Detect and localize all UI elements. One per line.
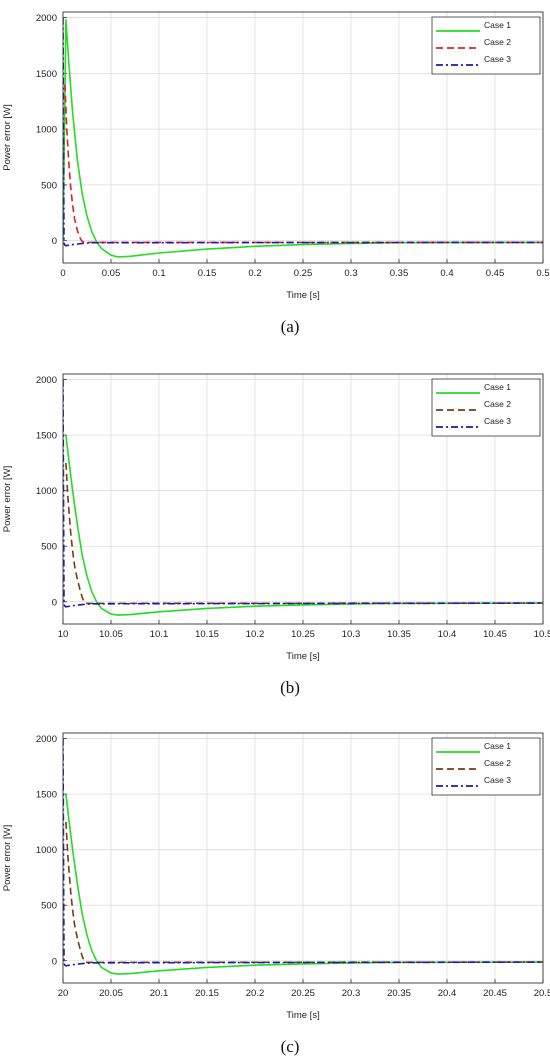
panel-caption: (b)	[280, 678, 300, 697]
y-tick-label: 1500	[36, 431, 57, 442]
series-line-case-1	[65, 794, 543, 975]
legend-label: Case 1	[484, 20, 511, 30]
x-tick-label: 10.3	[342, 629, 361, 640]
x-tick-label: 10.5	[534, 629, 550, 640]
x-tick-label: 10	[58, 629, 69, 640]
axes-frame	[62, 373, 544, 625]
x-tick-label: 20.5	[534, 988, 550, 999]
y-tick-label: 2000	[36, 13, 57, 24]
legend-label: Case 1	[484, 741, 511, 751]
y-tick-label: 500	[41, 180, 57, 191]
legend-box	[431, 737, 541, 796]
x-tick-label: 0.5	[536, 268, 549, 279]
y-axis-label: Power error [W]	[2, 104, 13, 171]
panel-caption: (c)	[281, 1037, 300, 1056]
x-tick-label: 10.45	[483, 629, 507, 640]
x-tick-label: 10.1	[150, 629, 169, 640]
y-tick-label: 1500	[36, 69, 57, 80]
x-tick-label: 0.4	[440, 268, 453, 279]
legend-label: Case 2	[484, 758, 511, 768]
series-line-case-3	[63, 17, 543, 247]
legend-label: Case 3	[484, 416, 511, 426]
x-tick-label: 10.35	[387, 629, 411, 640]
y-tick-label: 1500	[36, 790, 57, 801]
series-line-case-2	[65, 821, 543, 964]
panel-caption: (a)	[281, 317, 300, 336]
x-tick-label: 20.35	[387, 988, 411, 999]
x-tick-label: 20.15	[195, 988, 219, 999]
y-tick-label: 2000	[36, 375, 57, 386]
y-tick-label: 1000	[36, 845, 57, 856]
y-axis-label: Power error [W]	[2, 825, 13, 892]
legend-label: Case 3	[484, 54, 511, 64]
x-tick-label: 20.2	[246, 988, 265, 999]
x-axis-label: Time [s]	[286, 290, 319, 301]
x-tick-label: 0.15	[198, 268, 217, 279]
axes-frame	[62, 732, 544, 984]
series-line-case-2	[64, 84, 543, 244]
y-tick-label: 0	[52, 236, 57, 247]
y-tick-label: 1000	[36, 125, 57, 136]
x-tick-label: 0	[60, 268, 65, 279]
y-tick-label: 0	[52, 956, 57, 967]
x-tick-label: 20	[58, 988, 69, 999]
x-tick-label: 20.1	[150, 988, 169, 999]
legend-label: Case 2	[484, 37, 511, 47]
x-tick-label: 0.1	[152, 268, 165, 279]
series-line-case-3	[63, 379, 543, 608]
x-tick-label: 10.05	[99, 629, 123, 640]
legend-label: Case 1	[484, 382, 511, 392]
series-line-case-1	[65, 435, 543, 616]
chart-panel-2: 10 10.05 10.1 10.15 10.2 10.25 10.3 10.35 10.4 10…	[2, 373, 550, 697]
x-tick-label: 10.4	[438, 629, 457, 640]
y-tick-label: 500	[41, 542, 57, 553]
y-tick-label: 0	[52, 597, 57, 608]
x-tick-label: 0.35	[390, 268, 409, 279]
x-tick-label: 20.45	[483, 988, 507, 999]
x-tick-label: 0.2	[248, 268, 261, 279]
series-line-case-2	[65, 462, 543, 605]
x-tick-label: 20.4	[438, 988, 457, 999]
x-axis-label: Time [s]	[286, 651, 319, 662]
x-tick-label: 0.25	[294, 268, 313, 279]
legend-box	[431, 378, 541, 437]
series-line-case-1	[63, 18, 543, 258]
x-tick-label: 0.3	[344, 268, 357, 279]
x-tick-label: 0.45	[486, 268, 505, 279]
x-tick-label: 10.15	[195, 629, 219, 640]
legend-box	[431, 16, 541, 75]
legend-label: Case 3	[484, 775, 511, 785]
chart-panel-1: 0 0.05 0.1 0.15 0.2 0.25 0.3 0.35 0.4 0.45 0.5 0 500…	[2, 11, 550, 336]
x-tick-label: 20.05	[99, 988, 123, 999]
y-tick-label: 500	[41, 901, 57, 912]
x-tick-label: 10.25	[291, 629, 315, 640]
y-tick-label: 1000	[36, 486, 57, 497]
x-tick-label: 10.2	[246, 629, 265, 640]
chart-panel-3: 20 20.05 20.1 20.15 20.2 20.25 20.3 20.35 20.4 20…	[2, 732, 550, 1056]
legend-label: Case 2	[484, 399, 511, 409]
x-axis-label: Time [s]	[286, 1010, 319, 1021]
x-tick-label: 20.3	[342, 988, 361, 999]
x-tick-label: 20.25	[291, 988, 315, 999]
series-line-case-3	[63, 738, 543, 967]
y-tick-label: 2000	[36, 734, 57, 745]
x-tick-label: 0.05	[102, 268, 121, 279]
y-axis-label: Power error [W]	[2, 466, 13, 533]
axes-frame	[62, 11, 544, 264]
